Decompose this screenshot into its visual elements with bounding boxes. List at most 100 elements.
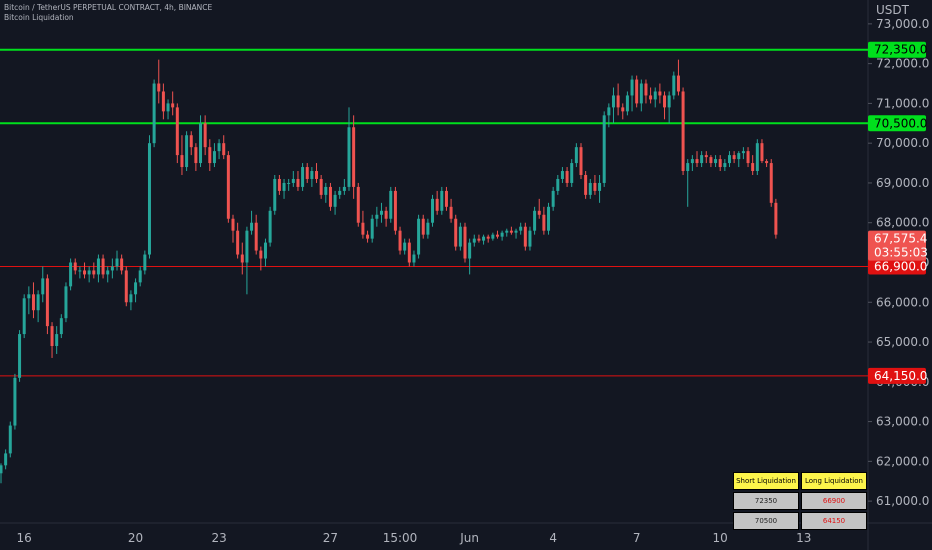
candle xyxy=(69,258,73,291)
candle xyxy=(598,174,602,203)
candle xyxy=(435,190,439,215)
candle-body xyxy=(649,95,653,100)
candle-body xyxy=(658,91,662,96)
candle xyxy=(398,226,402,255)
candle-body xyxy=(185,135,189,168)
candle xyxy=(690,155,694,172)
candle xyxy=(774,198,778,239)
candle xyxy=(226,151,230,223)
candle-body xyxy=(152,83,156,144)
candle xyxy=(393,186,397,235)
candle-body xyxy=(431,198,435,223)
candle-body xyxy=(644,83,648,96)
candle xyxy=(319,174,323,199)
candle xyxy=(500,230,504,241)
candle-body xyxy=(514,230,518,233)
candle xyxy=(412,250,416,267)
candle xyxy=(375,206,379,227)
candle xyxy=(417,214,421,259)
candle xyxy=(366,230,370,243)
candle-body xyxy=(55,334,59,347)
candle-body xyxy=(630,79,634,96)
candle-body xyxy=(389,190,393,219)
candle xyxy=(547,202,551,235)
candle-body xyxy=(663,95,667,108)
candle xyxy=(370,214,374,243)
candle xyxy=(533,206,537,235)
candle xyxy=(328,182,332,211)
candle-body xyxy=(254,222,258,251)
candle xyxy=(681,87,685,175)
candle xyxy=(0,463,3,484)
candle-body xyxy=(375,214,379,219)
candle-body xyxy=(505,230,509,233)
candle-body xyxy=(212,151,216,164)
candle-body xyxy=(542,214,546,231)
candle xyxy=(45,274,49,335)
candle xyxy=(514,228,518,239)
candle xyxy=(301,163,305,191)
candle xyxy=(110,258,114,279)
candle xyxy=(138,266,142,287)
long-level-badge xyxy=(868,258,926,275)
candle xyxy=(217,139,221,160)
candle-body xyxy=(78,270,82,272)
candle-body xyxy=(714,159,718,164)
candle-body xyxy=(584,174,588,195)
candle xyxy=(4,449,8,470)
candle-body xyxy=(676,75,680,92)
candle-body xyxy=(263,242,267,259)
candle-body xyxy=(194,147,198,164)
candle xyxy=(625,91,629,116)
chart-header: Bitcoin / TetherUS PERPETUAL CONTRACT, 4… xyxy=(4,3,212,23)
long-level-badge xyxy=(868,367,926,384)
candle xyxy=(477,234,481,243)
candle-body xyxy=(760,143,764,162)
candle-body xyxy=(143,254,147,271)
candle xyxy=(152,79,156,148)
candle xyxy=(273,174,277,215)
candle-body xyxy=(189,135,193,148)
x-tick-label: 23 xyxy=(211,531,226,545)
candle xyxy=(649,87,653,104)
candle xyxy=(106,266,110,283)
candle-body xyxy=(175,107,179,156)
candle xyxy=(240,242,244,275)
candle-body xyxy=(324,186,328,195)
x-tick-label: Jun xyxy=(459,531,479,545)
candle-body xyxy=(690,159,694,164)
candle-body xyxy=(115,258,119,267)
candle-body xyxy=(547,206,551,231)
candle xyxy=(686,159,690,207)
candle-body xyxy=(556,178,560,191)
candle-body xyxy=(366,234,370,239)
candle-body xyxy=(106,270,110,275)
candle-body xyxy=(737,153,741,160)
candle-body xyxy=(700,155,704,164)
candle-body xyxy=(110,266,114,271)
candle-body xyxy=(723,163,727,168)
candle-body xyxy=(180,155,184,168)
candle-body xyxy=(468,242,472,259)
candle-body xyxy=(477,238,481,241)
candle-body xyxy=(625,95,629,112)
candle-body xyxy=(537,210,541,215)
candle xyxy=(769,159,773,207)
candle xyxy=(212,143,216,168)
candle-body xyxy=(417,218,421,255)
candle xyxy=(458,222,462,251)
candle-body xyxy=(458,226,462,247)
y-tick-label: 61,000.0 xyxy=(876,494,929,508)
candle xyxy=(259,246,263,271)
candle xyxy=(741,147,745,160)
candle-body xyxy=(199,123,203,164)
candle xyxy=(166,99,170,120)
candle xyxy=(560,167,564,183)
candle-body xyxy=(333,194,337,207)
candle xyxy=(333,190,337,215)
candle xyxy=(551,186,555,211)
candle xyxy=(208,139,212,172)
candle-body xyxy=(570,163,574,183)
candle xyxy=(231,214,235,243)
